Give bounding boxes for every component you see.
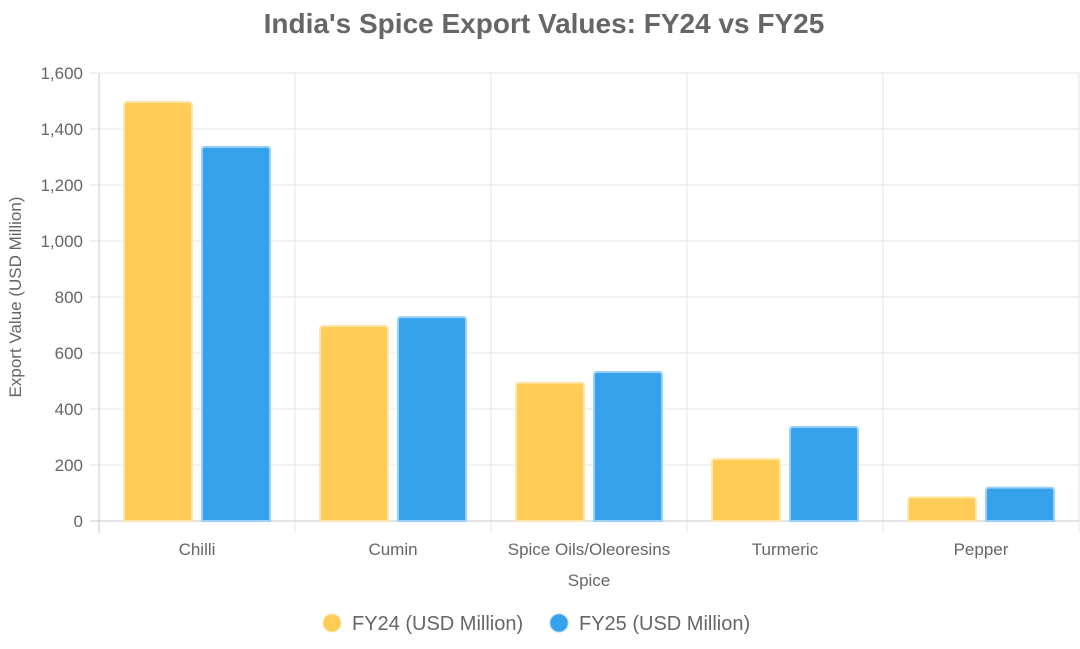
x-tick-label: Turmeric	[752, 540, 819, 559]
legend-swatch	[549, 613, 569, 633]
y-tick-label: 0	[74, 512, 83, 531]
bar-fy25[interactable]	[397, 316, 467, 522]
chart-title: India's Spice Export Values: FY24 vs FY2…	[264, 8, 825, 39]
legend-item[interactable]: FY24 (USD Million)	[322, 613, 523, 635]
y-tick-label: 600	[55, 344, 83, 363]
bar-fy25[interactable]	[593, 371, 663, 522]
legend: FY24 (USD Million) FY25 (USD Million)	[322, 613, 750, 635]
y-tick-label: 1,200	[40, 176, 83, 195]
y-axis-title: Export Value (USD Million)	[6, 197, 25, 398]
x-tick-label: Chilli	[179, 540, 216, 559]
y-tick-label: 400	[55, 400, 83, 419]
bar-fy24[interactable]	[515, 381, 585, 522]
legend-label: FY25 (USD Million)	[579, 613, 750, 635]
y-tick-label: 200	[55, 456, 83, 475]
y-tick-label: 800	[55, 288, 83, 307]
bars	[123, 100, 1055, 522]
x-tick-labels: Chilli Cumin Spice Oils/Oleoresins Turmeric…	[179, 540, 1009, 559]
bar-fy24[interactable]	[123, 100, 193, 522]
bar-fy24[interactable]	[319, 324, 389, 522]
y-tick-labels: 0 200 400 600 800 1,000 1,200 1,400 1,600	[40, 64, 83, 531]
legend-item[interactable]: FY25 (USD Million)	[549, 613, 750, 635]
x-tick-label: Pepper	[954, 540, 1009, 559]
bar-fy25[interactable]	[201, 145, 271, 522]
y-tick-label: 1,400	[40, 120, 83, 139]
y-tick-label: 1,600	[40, 64, 83, 83]
legend-swatch	[322, 613, 342, 633]
x-axis-title: Spice	[568, 571, 611, 590]
bar-fy24[interactable]	[711, 457, 781, 522]
bar-fy25[interactable]	[789, 425, 859, 522]
legend-label: FY24 (USD Million)	[352, 613, 523, 635]
bar-fy25[interactable]	[985, 486, 1055, 522]
bar-fy24[interactable]	[907, 496, 977, 522]
x-tick-label: Cumin	[368, 540, 417, 559]
x-tick-label: Spice Oils/Oleoresins	[508, 540, 671, 559]
y-tick-label: 1,000	[40, 232, 83, 251]
